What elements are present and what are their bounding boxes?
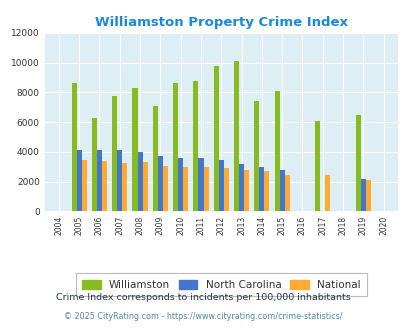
Bar [243,170,249,211]
Bar [71,83,77,211]
Bar [158,156,162,211]
Bar [233,61,239,211]
Bar [218,160,223,211]
Bar [112,96,117,211]
Bar [142,162,147,211]
Bar [122,163,127,211]
Bar [279,170,284,211]
Bar [173,83,178,211]
Bar [162,166,168,211]
Text: Crime Index corresponds to incidents per 100,000 inhabitants: Crime Index corresponds to incidents per… [55,293,350,302]
Bar [274,91,279,211]
Bar [117,150,122,211]
Bar [213,66,218,211]
Bar [254,101,259,211]
Bar [178,158,183,211]
Bar [152,106,158,211]
Bar [355,115,360,211]
Bar [92,118,97,211]
Bar [360,179,365,211]
Bar [198,158,203,211]
Legend: Williamston, North Carolina, National: Williamston, North Carolina, National [76,274,366,296]
Bar [203,167,208,211]
Bar [137,152,142,211]
Bar [264,171,269,211]
Bar [324,175,330,211]
Bar [284,175,289,211]
Bar [81,160,87,211]
Bar [97,150,102,211]
Bar [223,168,228,211]
Bar [77,150,81,211]
Bar [314,121,320,211]
Bar [132,88,137,211]
Bar [102,161,107,211]
Bar [259,167,264,211]
Bar [365,180,370,211]
Bar [193,81,198,211]
Bar [183,167,188,211]
Title: Williamston Property Crime Index: Williamston Property Crime Index [94,16,347,29]
Text: © 2025 CityRating.com - https://www.cityrating.com/crime-statistics/: © 2025 CityRating.com - https://www.city… [64,313,341,321]
Bar [239,164,243,211]
